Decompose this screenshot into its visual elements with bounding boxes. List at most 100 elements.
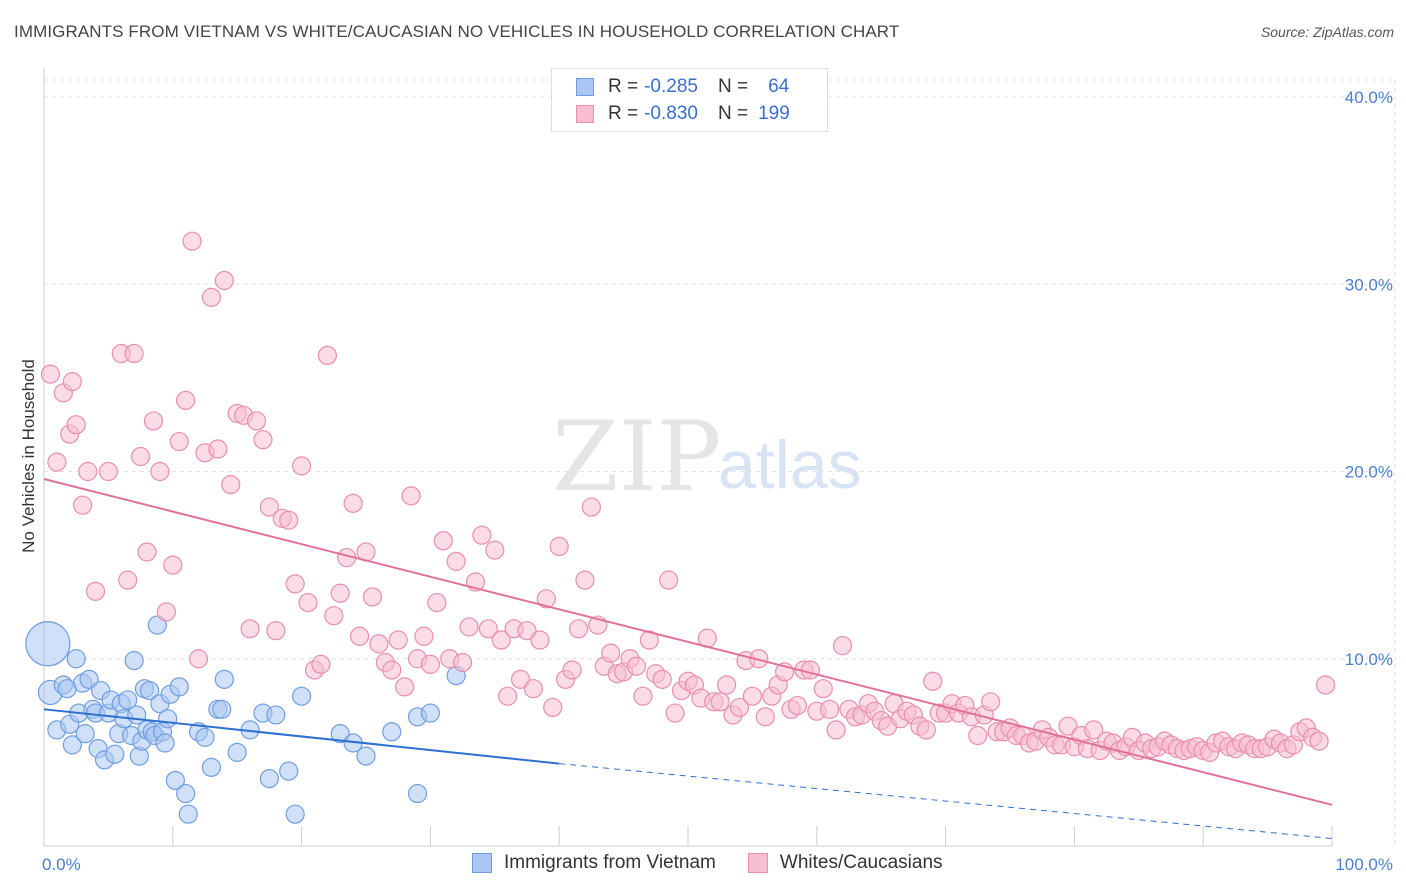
point-white bbox=[253, 430, 273, 450]
point-white bbox=[749, 649, 769, 669]
point-vietnam bbox=[259, 768, 279, 789]
tick-labels: 10.0% 20.0% 30.0% 40.0% 0.0% 100.0% bbox=[42, 88, 1393, 874]
point-white bbox=[131, 446, 151, 467]
point-white bbox=[530, 630, 550, 650]
legend-item-white[interactable]: Whites/Caucasians bbox=[747, 852, 943, 874]
point-white bbox=[639, 630, 659, 650]
point-white bbox=[266, 621, 286, 641]
point-white bbox=[292, 456, 312, 476]
legend-n-value: 64 bbox=[768, 76, 790, 97]
point-white bbox=[536, 589, 556, 609]
point-white bbox=[652, 669, 672, 689]
point-white bbox=[176, 390, 196, 410]
point-white bbox=[729, 697, 750, 718]
point-white bbox=[62, 372, 82, 392]
point-vietnam bbox=[382, 722, 402, 742]
point-white bbox=[414, 626, 434, 646]
point-white bbox=[208, 439, 228, 459]
legend-item-vietnam[interactable]: Immigrants from Vietnam bbox=[472, 852, 716, 874]
point-vietnam bbox=[195, 727, 215, 747]
y-tick-label: 20.0% bbox=[1345, 463, 1393, 482]
point-white bbox=[1309, 731, 1329, 751]
axes bbox=[43, 68, 1333, 847]
point-white bbox=[581, 497, 602, 517]
point-vietnam bbox=[75, 724, 95, 744]
point-vietnam bbox=[79, 669, 99, 689]
point-white bbox=[163, 555, 183, 575]
point-vietnam bbox=[66, 649, 86, 669]
point-white bbox=[742, 686, 763, 706]
point-white bbox=[813, 679, 833, 699]
watermark: ZIP atlas bbox=[552, 401, 862, 513]
point-vietnam bbox=[169, 677, 189, 697]
watermark-zip: ZIP bbox=[552, 401, 721, 513]
point-white bbox=[968, 725, 988, 746]
point-white bbox=[395, 677, 415, 697]
point-white bbox=[549, 536, 569, 557]
point-vietnam bbox=[292, 686, 312, 706]
point-white bbox=[317, 345, 337, 366]
point-white bbox=[298, 592, 318, 613]
point-white bbox=[568, 619, 589, 639]
legend-r-value: -0.285 bbox=[644, 76, 698, 97]
point-white bbox=[478, 619, 498, 639]
point-white bbox=[98, 461, 119, 482]
point-vietnam bbox=[212, 699, 232, 719]
point-vietnam bbox=[266, 705, 286, 725]
point-white bbox=[330, 583, 350, 603]
point-white bbox=[259, 497, 279, 517]
point-vietnam bbox=[227, 742, 247, 762]
point-white bbox=[453, 652, 473, 673]
point-vietnam bbox=[420, 703, 440, 723]
point-vietnam bbox=[147, 615, 167, 635]
point-white bbox=[137, 542, 157, 562]
trendline-white bbox=[43, 478, 1333, 806]
point-vietnam bbox=[158, 709, 178, 729]
legend-n-label: N = bbox=[717, 76, 749, 97]
point-white bbox=[659, 570, 679, 590]
legend-label-vietnam: Immigrants from Vietnam bbox=[504, 852, 716, 873]
point-white bbox=[150, 461, 170, 482]
point-white bbox=[446, 551, 466, 571]
point-vietnam bbox=[140, 680, 160, 701]
trendline-vietnam bbox=[43, 708, 560, 765]
point-white bbox=[169, 431, 189, 452]
point-vietnam bbox=[118, 690, 138, 710]
legend-swatch-vietnam bbox=[576, 78, 594, 96]
point-vietnam bbox=[285, 804, 305, 824]
point-white bbox=[981, 692, 1001, 712]
series-vietnam-points bbox=[25, 615, 466, 824]
x-tick-label: 0.0% bbox=[42, 855, 81, 874]
point-white bbox=[916, 720, 936, 740]
point-white bbox=[324, 606, 344, 626]
point-white bbox=[755, 707, 775, 727]
point-white bbox=[472, 525, 492, 545]
point-vietnam bbox=[330, 724, 350, 744]
point-white bbox=[433, 531, 453, 551]
point-vietnam bbox=[214, 669, 234, 689]
point-white bbox=[923, 671, 943, 691]
point-vietnam bbox=[155, 733, 175, 753]
point-vietnam bbox=[62, 735, 82, 755]
point-white bbox=[717, 675, 737, 695]
point-white bbox=[601, 643, 621, 663]
point-white bbox=[562, 660, 582, 680]
point-vietnam bbox=[178, 804, 198, 824]
point-white bbox=[246, 411, 267, 431]
point-white bbox=[118, 570, 138, 590]
point-white bbox=[221, 475, 241, 495]
point-vietnam bbox=[124, 651, 144, 671]
point-vietnam bbox=[105, 744, 125, 764]
point-white bbox=[66, 415, 86, 435]
y-tick-label: 40.0% bbox=[1345, 88, 1393, 107]
legend-n-value: 199 bbox=[758, 103, 790, 124]
point-white bbox=[832, 636, 853, 656]
point-white bbox=[182, 231, 202, 251]
trend-lines bbox=[43, 478, 1333, 840]
point-white bbox=[523, 679, 544, 699]
point-white bbox=[240, 619, 260, 639]
point-white bbox=[85, 581, 106, 601]
point-white bbox=[201, 287, 222, 307]
point-white bbox=[279, 510, 299, 530]
